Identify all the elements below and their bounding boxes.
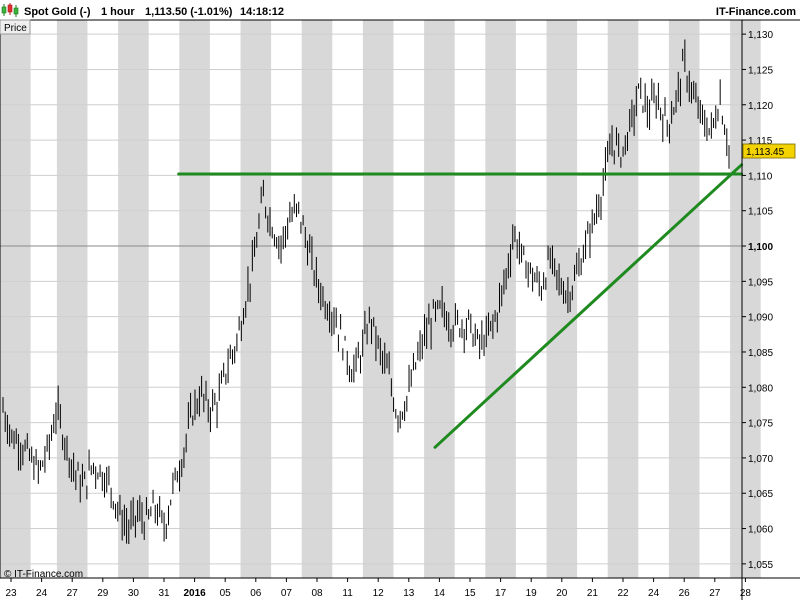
time-tick-label: 27 <box>709 588 721 599</box>
header-bar <box>0 0 800 20</box>
time-tick-label: 19 <box>526 588 538 599</box>
price-tick-label: 1,095 <box>748 277 773 288</box>
trend-lines <box>177 163 744 449</box>
day-stripe <box>362 20 394 578</box>
price-tick-label: 1,110 <box>748 171 773 182</box>
price-tick-label: 1,080 <box>748 383 773 394</box>
time-label: 14:18:12 <box>240 6 284 18</box>
time-tick-label: 11 <box>342 588 353 599</box>
time-tick-label: 31 <box>158 588 170 599</box>
price-tick-label: 1,115 <box>748 136 773 147</box>
grid-lines <box>0 33 742 565</box>
brand-label: IT-Finance.com <box>716 6 796 18</box>
price-tick-label: 1,105 <box>748 207 773 218</box>
last-price-marker: 1,113.45 <box>742 143 796 159</box>
price-change-label: 1,113.50 (-1.01%) <box>145 6 233 18</box>
time-axis-labels: 23 24 27 29 30 31 2016 05 06 07 08 11 12 13 14 15 17 19 20… <box>5 578 751 599</box>
time-tick-label: 13 <box>403 588 415 599</box>
day-stripe <box>118 20 149 578</box>
day-stripe <box>485 20 516 578</box>
last-price-label: 1,113.45 <box>746 147 785 158</box>
time-tick-label: 2016 <box>183 588 206 599</box>
day-stripe <box>56 20 88 578</box>
time-tick-label: 17 <box>495 588 507 599</box>
time-tick-label: 27 <box>67 588 79 599</box>
candlestick-icon <box>1 3 19 17</box>
time-tick-label: 12 <box>373 588 385 599</box>
trendline-support[interactable] <box>433 163 744 449</box>
time-tick-label: 26 <box>679 588 691 599</box>
price-tick-label: 1,125 <box>748 65 773 76</box>
time-tick-label: 20 <box>556 588 568 599</box>
price-tick-label: 1,130 <box>748 30 773 41</box>
price-tick-label: 1,085 <box>748 348 773 359</box>
price-axis-labels: 1,055 1,060 1,065 1,070 1,075 1,080 1,085 1,090… <box>742 30 773 571</box>
price-tick-label: 1,100 <box>748 242 773 253</box>
day-stripe <box>424 20 455 578</box>
time-tick-label: 22 <box>617 588 629 599</box>
copyright-label: © IT-Finance.com <box>4 569 83 580</box>
time-tick-label: 06 <box>250 588 262 599</box>
time-tick-label: 05 <box>220 588 232 599</box>
price-candles <box>2 39 730 545</box>
timeframe-label: 1 hour <box>101 6 135 18</box>
time-tick-label: 28 <box>740 588 752 599</box>
time-tick-label: 24 <box>36 588 48 599</box>
time-tick-label: 08 <box>311 588 323 599</box>
time-tick-label: 15 <box>464 588 476 599</box>
time-tick-label: 14 <box>434 588 446 599</box>
day-stripe <box>730 20 761 578</box>
time-tick-label: 30 <box>128 588 140 599</box>
day-stripe <box>607 20 639 578</box>
instrument-name: Spot Gold (-) <box>24 6 91 18</box>
time-tick-label: 23 <box>5 588 17 599</box>
day-stripe <box>179 20 210 578</box>
price-tab-label: Price <box>4 23 27 34</box>
day-stripe <box>668 20 700 578</box>
price-tick-label: 1,120 <box>748 101 773 112</box>
time-tick-label: 29 <box>97 588 109 599</box>
time-tick-label: 07 <box>281 588 293 599</box>
price-tick-label: 1,090 <box>748 313 773 324</box>
price-tick-label: 1,060 <box>748 525 773 536</box>
last-price-box <box>742 143 796 159</box>
time-tick-label: 24 <box>648 588 660 599</box>
price-tab[interactable] <box>0 19 31 35</box>
price-tick-label: 1,070 <box>748 454 773 465</box>
day-stripe <box>0 20 31 578</box>
time-tick-label: 21 <box>587 588 599 599</box>
price-tick-label: 1,055 <box>748 560 773 571</box>
price-tick-label: 1,065 <box>748 489 773 500</box>
price-tick-label: 1,075 <box>748 419 773 430</box>
day-stripe <box>301 20 333 578</box>
day-stripe <box>240 20 272 578</box>
time-stripes <box>0 20 761 578</box>
